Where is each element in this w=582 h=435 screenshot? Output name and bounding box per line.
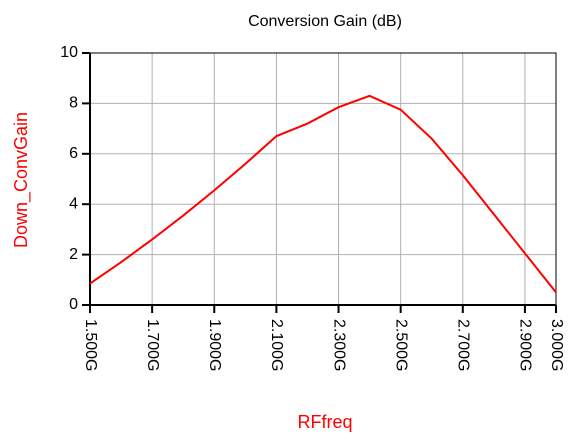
y-tick-label: 10 xyxy=(60,44,78,61)
x-tick-label: 2.500G xyxy=(392,319,409,371)
x-tick-label: 2.700G xyxy=(455,319,472,371)
x-tick-label: 2.100G xyxy=(268,319,285,371)
data-line xyxy=(89,94,557,294)
y-tick-label: 2 xyxy=(69,246,78,263)
chart-title: Conversion Gain (dB) xyxy=(248,13,402,30)
plot-frame xyxy=(89,52,557,306)
y-axis-label: Down_ConvGain xyxy=(11,112,32,248)
y-tick-label: 6 xyxy=(69,145,78,162)
y-tick-label: 0 xyxy=(69,296,78,313)
y-tick-label: 4 xyxy=(69,195,78,212)
x-tick-label: 1.900G xyxy=(206,319,223,371)
x-tick-label: 1.700G xyxy=(144,319,161,371)
x-tick-label: 1.500G xyxy=(82,319,99,371)
x-tick-label: 2.300G xyxy=(330,319,347,371)
x-tick-label: 2.900G xyxy=(517,319,534,371)
y-tick-label: 8 xyxy=(69,95,78,112)
x-axis-label: RFfreq xyxy=(297,412,352,432)
x-tick-label: 3.000G xyxy=(548,319,565,371)
